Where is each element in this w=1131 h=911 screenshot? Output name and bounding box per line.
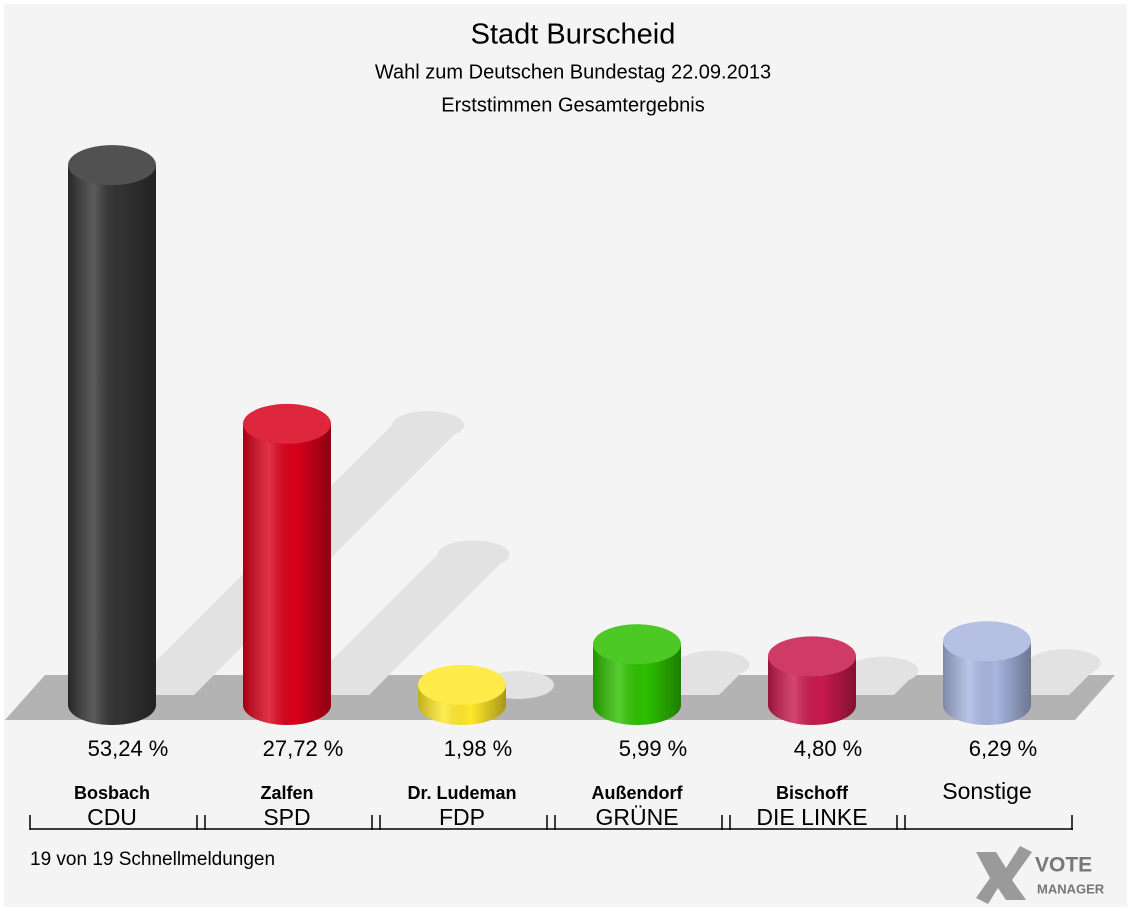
party-label: CDU	[87, 804, 137, 830]
bar-shading	[943, 641, 1031, 725]
bar-top-highlight	[68, 145, 156, 186]
bar-top-highlight	[593, 624, 681, 665]
bar-shadow	[297, 554, 510, 695]
candidate-label: Außendorf	[592, 783, 684, 803]
logo-text: MANAGER	[1037, 881, 1105, 896]
bar-top-highlight	[243, 403, 331, 444]
bar-shading	[68, 165, 156, 726]
bar-top	[943, 621, 1031, 662]
chart-title: Stadt Burscheid	[471, 19, 676, 51]
bar-shadow-top	[391, 411, 464, 440]
bar-top-highlight	[943, 621, 1031, 662]
bar-top	[593, 624, 681, 665]
party-label: GRÜNE	[595, 804, 678, 830]
candidate-label: Zalfen	[260, 783, 313, 803]
footnote: 19 von 19 Schnellmeldungen	[30, 849, 275, 870]
value-label: 4,80 %	[794, 736, 863, 761]
party-label: DIE LINKE	[756, 804, 867, 830]
bar-shadow-top	[437, 540, 510, 569]
value-label: 5,99 %	[619, 736, 688, 761]
bar-shading	[593, 644, 681, 725]
value-label: 6,29 %	[969, 736, 1038, 761]
logo-text: VOTE	[1035, 854, 1092, 877]
candidate-label: Bischoff	[776, 783, 849, 803]
subtitle: Wahl zum Deutschen Bundestag 22.09.2013	[375, 61, 771, 83]
value-label: 1,98 %	[444, 736, 513, 761]
bar-top-highlight	[768, 636, 856, 677]
logo: VOTE MANAGER	[976, 846, 1105, 904]
subtitle: Erststimmen Gesamtergebnis	[441, 94, 704, 116]
bar-top	[243, 403, 331, 444]
bar-top	[68, 145, 156, 186]
logo-mark	[976, 846, 1032, 904]
bar-shading	[243, 423, 331, 725]
candidate-label: Dr. Ludeman	[407, 783, 516, 803]
bar-top-highlight	[418, 664, 506, 705]
party-label: SPD	[263, 804, 310, 830]
bar-shadow-top	[677, 650, 750, 679]
bar-top	[768, 636, 856, 677]
value-label: 27,72 %	[263, 736, 344, 761]
party-label: Sonstige	[942, 778, 1032, 804]
bar-top	[418, 664, 506, 705]
candidate-label: Bosbach	[74, 783, 150, 803]
bar-shadow-top	[846, 656, 919, 685]
background	[4, 4, 1127, 907]
party-label: FDP	[439, 804, 485, 830]
bar-shadow-top	[1028, 649, 1101, 678]
value-label: 53,24 %	[88, 736, 169, 761]
